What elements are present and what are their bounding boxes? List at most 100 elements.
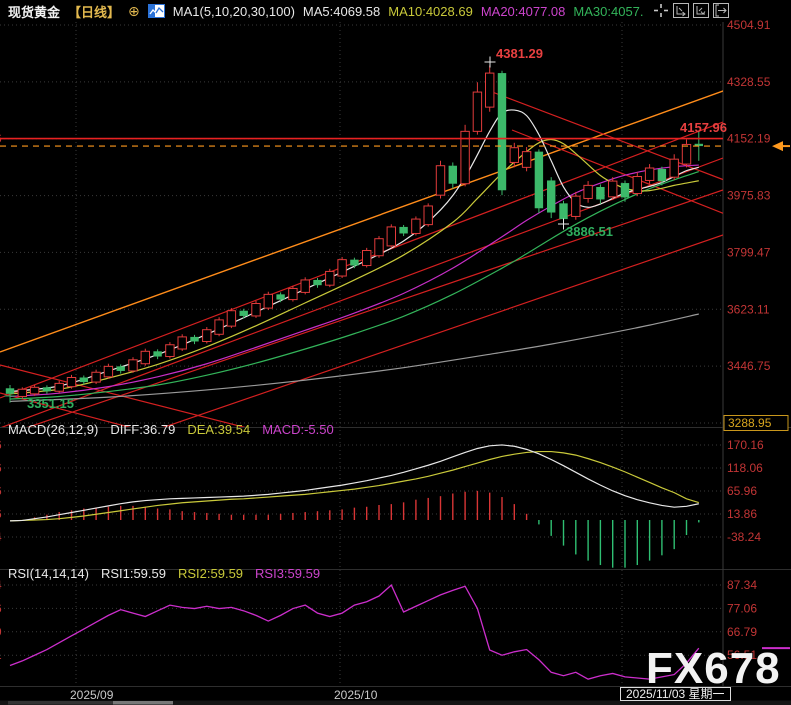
rsi-axis-label: 66.79 <box>727 625 757 639</box>
rsi-title: RSI(14,14,14) <box>8 566 89 581</box>
candle <box>251 303 261 317</box>
price-axis-labels: 4504.91 4328.55 4152.19 3975.83 3799.47 3623.… <box>723 18 789 662</box>
ma30-value: MA30:4057. <box>573 3 644 19</box>
candles-layer[interactable] <box>5 65 703 403</box>
price-axis-label: 3446.75 <box>727 359 771 373</box>
macd-title: MACD(26,12,9) <box>8 422 99 437</box>
candle <box>177 336 187 350</box>
symbol-name: 现货黄金 <box>8 4 61 20</box>
ma5-line <box>9 109 699 393</box>
candle <box>694 143 703 147</box>
price-axis-label: 3975.83 <box>727 189 771 203</box>
ma100-line <box>9 313 699 402</box>
svg-text:6: 6 <box>0 601 2 615</box>
macd-axis-label: -38.24 <box>727 530 761 544</box>
candle <box>681 143 692 165</box>
cross-markers <box>4 56 569 402</box>
candle <box>521 151 532 168</box>
candle <box>374 238 384 257</box>
cursor-date-box: 2025/11/03 星期一 <box>620 687 731 701</box>
scrollbar-thumb <box>113 701 173 705</box>
price-axis-label: 4152.19 <box>727 132 771 146</box>
candle <box>66 376 77 388</box>
candle <box>350 259 359 266</box>
ma5-value: MA5:4069.58 <box>302 3 381 19</box>
price-annotations: 4381.29 4157.96 3886.51 3351.15 <box>27 46 727 411</box>
candle <box>165 344 175 358</box>
axis-scale-right-icon[interactable] <box>693 3 709 18</box>
dea-line <box>9 450 699 522</box>
svg-text:1: 1 <box>0 648 2 662</box>
rsi-axis-label: 56.51 <box>727 648 757 662</box>
candle <box>226 310 237 327</box>
diff-line <box>9 444 699 522</box>
main-panel <box>0 65 723 427</box>
candle <box>460 130 470 185</box>
candle <box>116 366 125 371</box>
time-axis-label-sep: 2025/09 <box>70 688 114 702</box>
chart-toolbar <box>653 3 729 18</box>
candle <box>214 319 224 335</box>
candle <box>423 205 433 226</box>
ma10-value: MA10:4028.69 <box>388 3 473 19</box>
candle <box>313 279 322 286</box>
candle <box>669 158 679 178</box>
price-axis-label: 3623.11 <box>727 302 770 316</box>
price-axis-label-boxed: 3288.95 <box>728 416 772 430</box>
ma20-line <box>9 164 699 398</box>
time-axis-label-oct: 2025/10 <box>334 688 378 702</box>
horizontal-scrollbar[interactable] <box>0 700 791 705</box>
candle <box>608 180 618 198</box>
move-crosshair-icon[interactable] <box>653 3 669 18</box>
candle <box>362 249 372 267</box>
chart-header: 现货黄金 【日线】 ⊕ MA1(5,10,20,30,100) MA5:4069… <box>0 0 791 22</box>
annotation-3351.15: 3351.15 <box>27 396 74 411</box>
rsi-header: RSI(14,14,14) RSI1:59.59 RSI2:59.59 RSI3… <box>8 566 320 581</box>
add-indicator-icon[interactable]: ⊕ <box>128 3 140 19</box>
candle <box>153 351 162 357</box>
candle <box>399 226 408 234</box>
macd-value: MACD:-5.50 <box>262 422 334 437</box>
svg-text:6: 6 <box>0 484 2 498</box>
candle <box>239 310 248 316</box>
candle <box>657 168 667 182</box>
candle <box>620 183 630 198</box>
macd-axis-label: 118.06 <box>727 461 763 475</box>
macd-header: MACD(26,12,9) DIFF:36.79 DEA:39.54 MACD:… <box>8 422 334 437</box>
candle <box>435 165 446 196</box>
chart-type-icon[interactable] <box>147 4 165 18</box>
candle <box>571 195 581 217</box>
candle <box>337 259 347 277</box>
candle <box>263 293 274 309</box>
candle <box>190 336 199 342</box>
svg-text:6: 6 <box>0 438 2 452</box>
candle <box>300 279 310 293</box>
candle <box>644 167 655 181</box>
svg-text:4: 4 <box>0 530 2 544</box>
rsi2-value: RSI2:59.59 <box>177 566 244 581</box>
annotation-3886.51: 3886.51 <box>566 224 613 239</box>
ma-lines <box>9 109 699 402</box>
ma10-line <box>9 138 699 395</box>
macd-axis-label: 13.86 <box>727 507 757 521</box>
price-axis-label: 3799.47 <box>727 245 771 259</box>
diff-value: DIFF:36.79 <box>110 422 176 437</box>
candle <box>559 203 568 220</box>
axis-shift-right-icon[interactable] <box>713 3 729 18</box>
macd-panel <box>9 444 700 568</box>
candle <box>91 371 101 383</box>
svg-text:4: 4 <box>0 578 2 592</box>
candle <box>632 176 642 195</box>
candle <box>497 73 507 191</box>
candle <box>288 287 298 301</box>
axis-scale-left-icon[interactable] <box>673 3 689 18</box>
candle <box>547 180 556 213</box>
price-axis-label: 4328.55 <box>727 75 771 89</box>
candle <box>128 359 138 372</box>
macd-axis-label: 170.16 <box>727 438 764 452</box>
candle <box>79 377 88 383</box>
timeframe-label[interactable]: 【日线】 <box>68 4 121 20</box>
candle <box>509 147 520 163</box>
